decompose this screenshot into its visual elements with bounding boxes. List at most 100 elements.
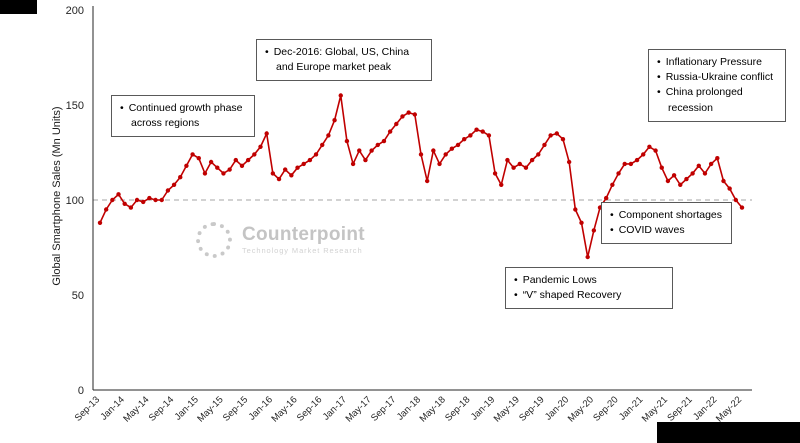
- data-point: [97, 220, 103, 225]
- data-point: [110, 197, 115, 203]
- data-point: [400, 114, 405, 119]
- data-point: [245, 157, 251, 163]
- y-tick-label: 200: [66, 5, 84, 17]
- data-point: [523, 165, 529, 170]
- data-point: [499, 182, 504, 187]
- data-point: [462, 137, 467, 142]
- data-point: [412, 112, 418, 117]
- annotation-text: COVID waves: [610, 223, 723, 238]
- x-tick-label: May-14: [121, 394, 151, 424]
- data-point: [653, 148, 658, 153]
- data-point: [159, 197, 164, 203]
- data-point: [721, 178, 726, 184]
- data-point: [505, 157, 510, 163]
- data-point: [202, 171, 208, 176]
- data-point: [344, 138, 350, 144]
- data-point: [122, 201, 127, 206]
- x-tick-label: May-16: [269, 394, 299, 424]
- data-point: [357, 148, 362, 153]
- data-point: [702, 171, 708, 176]
- data-point: [363, 157, 368, 163]
- data-point: [431, 148, 436, 153]
- data-point: [295, 165, 300, 170]
- annotation-list: Inflationary Pressure Russia-Ukraine con…: [657, 55, 777, 116]
- x-tick-label: May-15: [195, 394, 225, 424]
- y-axis-title: Global Smartphone Sales (Mn Units): [51, 106, 63, 286]
- data-point: [165, 188, 171, 193]
- x-tick-label: Sep-19: [517, 394, 546, 423]
- x-tick-label: Sep-20: [591, 394, 620, 423]
- data-point: [610, 182, 615, 187]
- watermark-brand: Counterpoint: [242, 224, 365, 245]
- data-point: [424, 178, 430, 184]
- annotation-list: Pandemic Lows “V” shaped Recovery: [514, 273, 664, 303]
- annotation-text: Inflationary Pressure: [657, 55, 777, 70]
- x-tick-label: May-21: [640, 394, 670, 424]
- data-point: [320, 142, 325, 148]
- x-tick-label: May-22: [714, 394, 744, 424]
- data-point: [647, 144, 652, 149]
- data-point: [517, 161, 522, 167]
- data-point: [616, 171, 621, 176]
- data-point: [418, 152, 424, 157]
- data-point: [641, 152, 646, 157]
- data-point: [221, 171, 226, 176]
- watermark-text: Counterpoint Technology Market Research: [242, 225, 365, 255]
- data-point: [468, 133, 473, 138]
- data-point: [480, 129, 485, 134]
- annotation-growth-phase: Continued growth phase across regions: [111, 95, 255, 138]
- x-tick-label: Sep-17: [369, 394, 398, 423]
- annotation-text: Russia-Ukraine conflict: [657, 70, 777, 85]
- data-point: [622, 161, 627, 167]
- annotation-list: Component shortages COVID waves: [610, 208, 723, 238]
- data-point: [171, 182, 177, 187]
- data-point: [554, 131, 560, 136]
- x-tick-label: Sep-15: [221, 394, 250, 423]
- x-tick-label: Sep-13: [73, 394, 102, 423]
- data-point: [326, 133, 331, 138]
- data-point: [579, 220, 584, 225]
- data-point: [739, 205, 745, 210]
- annotation-text: Pandemic Lows: [514, 273, 664, 288]
- data-point: [492, 171, 498, 176]
- data-point: [628, 161, 634, 167]
- data-point: [141, 199, 146, 205]
- data-point: [350, 161, 356, 167]
- annotation-pandemic: Pandemic Lows “V” shaped Recovery: [505, 267, 673, 310]
- data-point: [437, 161, 442, 167]
- data-point: [313, 152, 319, 157]
- data-point: [264, 131, 269, 136]
- data-point: [190, 152, 195, 157]
- data-point: [128, 205, 134, 210]
- data-point: [381, 138, 387, 144]
- data-point: [270, 171, 276, 176]
- data-point: [585, 254, 590, 260]
- data-point: [665, 178, 671, 184]
- data-point: [529, 157, 535, 163]
- data-point: [455, 142, 461, 148]
- data-point: [634, 157, 640, 163]
- annotation-list: Continued growth phase across regions: [120, 101, 246, 131]
- data-point: [696, 163, 701, 168]
- data-point: [239, 163, 245, 168]
- y-tick-label: 150: [66, 100, 84, 112]
- data-point: [474, 127, 479, 132]
- data-point: [659, 165, 664, 170]
- data-point: [536, 152, 541, 157]
- annotation-text: Component shortages: [610, 208, 723, 223]
- data-point: [252, 152, 257, 157]
- data-point: [443, 152, 448, 157]
- data-point: [116, 192, 121, 197]
- annotation-text: “V” shaped Recovery: [514, 288, 664, 303]
- data-point: [511, 165, 516, 170]
- x-tick-label: Sep-18: [443, 394, 472, 423]
- data-point: [449, 146, 455, 151]
- data-point: [375, 142, 380, 148]
- data-point: [301, 161, 306, 167]
- data-point: [178, 175, 183, 180]
- data-point: [307, 157, 313, 163]
- data-point: [289, 173, 294, 178]
- data-point: [573, 207, 578, 212]
- data-point: [678, 182, 683, 187]
